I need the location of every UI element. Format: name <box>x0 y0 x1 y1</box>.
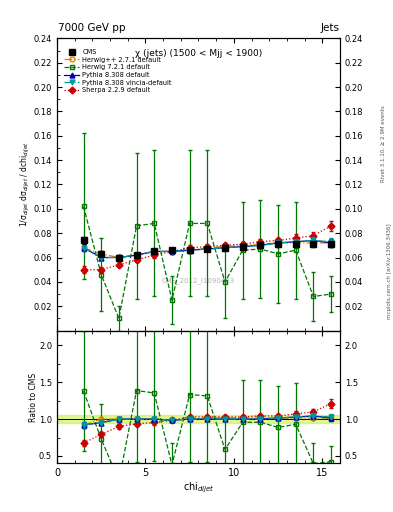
X-axis label: chi$_{dijet}$: chi$_{dijet}$ <box>183 481 214 496</box>
Text: Rivet 3.1.10, ≥ 2.9M events: Rivet 3.1.10, ≥ 2.9M events <box>381 105 386 182</box>
Text: 7000 GeV pp: 7000 GeV pp <box>58 23 126 33</box>
Bar <box>57 415 340 423</box>
Y-axis label: Ratio to CMS: Ratio to CMS <box>29 372 38 421</box>
Text: CMS_2012_I1090423: CMS_2012_I1090423 <box>162 278 235 284</box>
Text: mcplots.cern.ch [arXiv:1306.3436]: mcplots.cern.ch [arXiv:1306.3436] <box>387 224 391 319</box>
Text: Jets: Jets <box>320 23 339 33</box>
Legend: CMS, Herwig++ 2.7.1 default, Herwig 7.2.1 default, Pythia 8.308 default, Pythia : CMS, Herwig++ 2.7.1 default, Herwig 7.2.… <box>63 48 173 95</box>
Text: χ (jets) (1500 < Mjj < 1900): χ (jets) (1500 < Mjj < 1900) <box>135 49 262 58</box>
Y-axis label: 1/σ$_{dijet}$ dσ$_{dijet}$ / dchi$_{dijet}$: 1/σ$_{dijet}$ dσ$_{dijet}$ / dchi$_{dije… <box>19 141 32 227</box>
